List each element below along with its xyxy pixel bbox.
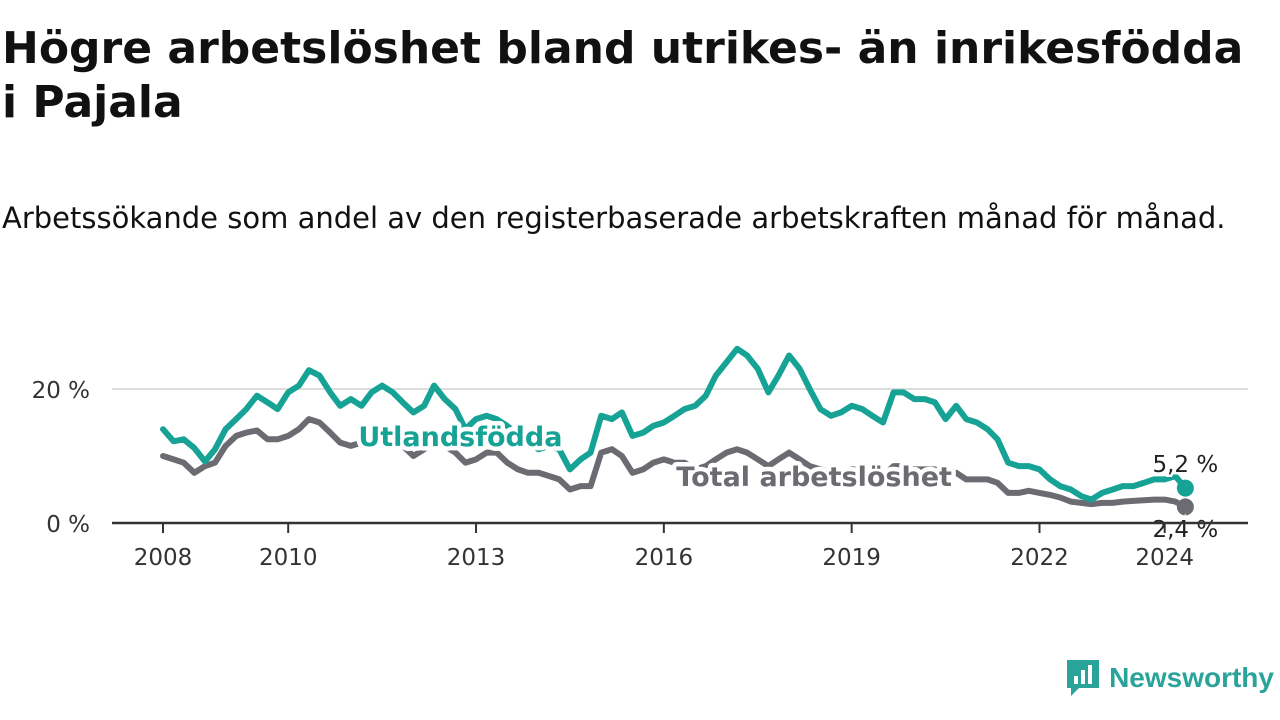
x-tick-label: 2022 <box>1010 545 1069 571</box>
inline-labels: Utlandsfödda Total arbetslöshet 5,2 % 2,4 % <box>354 417 1221 545</box>
x-tick-label: 2013 <box>447 545 506 571</box>
end-value-label-total: 2,4 % <box>1152 517 1218 543</box>
axes: 0 % 20 % 2008 2010 2013 2016 2019 2022 2024 <box>32 378 1248 571</box>
chart-subtitle: Arbetssökande som andel av den registerb… <box>2 201 1226 235</box>
line-chart: Utlandsfödda Total arbetslöshet 5,2 % 2,4 %… <box>32 345 1248 571</box>
end-value-label-utlandsfodda: 5,2 % <box>1152 452 1218 478</box>
series-label-total: Total arbetslöshet <box>676 462 952 493</box>
series-line-total <box>160 416 1189 510</box>
y-tick-label: 0 % <box>46 512 90 538</box>
x-tick-label: 2016 <box>635 545 694 571</box>
newsworthy-wordmark: Newsworthy <box>1109 662 1274 693</box>
newsworthy-logo: Newsworthy <box>1065 658 1274 698</box>
x-tick-label: 2010 <box>259 545 318 571</box>
x-tick-label: 2024 <box>1135 545 1194 571</box>
chart-title: Högre arbetslöshet bland utrikes- än inr… <box>2 23 1244 128</box>
x-tick-label: 2019 <box>822 545 881 571</box>
series-line-utlandsfodda <box>160 345 1189 503</box>
end-point-utlandsfodda <box>1176 479 1194 497</box>
end-point-total <box>1176 498 1194 516</box>
y-tick-label: 20 % <box>32 378 90 404</box>
x-tick-label: 2008 <box>134 545 193 571</box>
series-lines <box>160 345 1194 516</box>
series-label-utlandsfodda: Utlandsfödda <box>358 422 562 453</box>
newsworthy-logo-icon <box>1067 660 1100 696</box>
